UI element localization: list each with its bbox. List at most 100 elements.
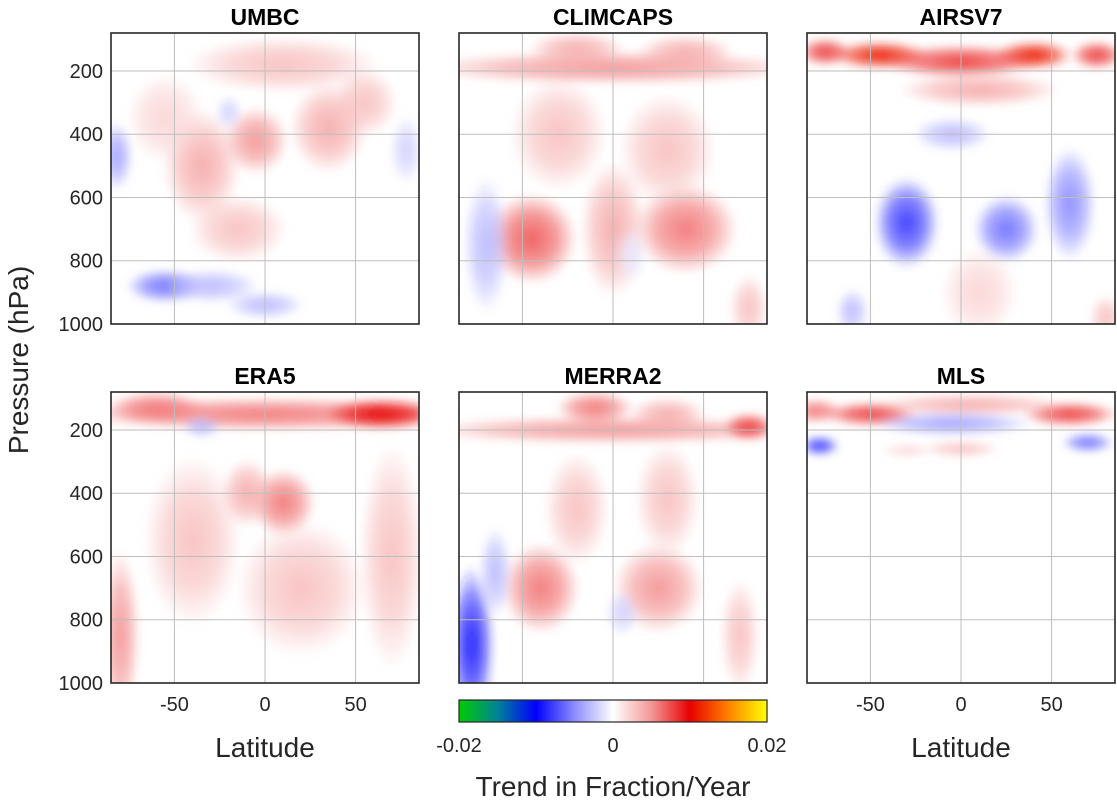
panel-mls: MLS -50 0 50 (806, 363, 1116, 716)
colorbar: -0.02 0 0.02 Trend in Fraction/Year (436, 699, 787, 801)
y-tick-label: 400 (70, 483, 103, 505)
colorbar-label: Trend in Fraction/Year (476, 771, 751, 801)
panel-climcaps: CLIMCAPS (458, 4, 768, 325)
trend-blob (463, 176, 510, 314)
panel-frame (458, 391, 768, 684)
panel-title: AIRSV7 (919, 4, 1002, 30)
trend-blob (807, 37, 852, 67)
panel-frame (806, 32, 1116, 325)
trend-blob (324, 398, 419, 431)
trend-blob (628, 397, 707, 432)
trend-blob (332, 68, 398, 137)
trend-blob (634, 442, 700, 557)
trend-blob (182, 415, 222, 439)
trend-blob (722, 412, 767, 442)
trend-blob (1061, 432, 1114, 453)
trend-blob (478, 526, 512, 618)
y-tick-label: 600 (70, 546, 103, 568)
trend-blob (835, 288, 869, 324)
colorbar-tick-label: -0.02 (436, 735, 482, 757)
grid (111, 33, 419, 324)
x-tick-label: 0 (955, 694, 966, 716)
panel-frame (110, 32, 420, 325)
trend-blob (605, 590, 639, 637)
grid (459, 392, 767, 683)
trend-blob (720, 578, 760, 683)
grid (807, 33, 1115, 324)
x-axis-title-right: Latitude (911, 732, 1011, 763)
trend-blob (807, 435, 840, 457)
x-axis-title-left: Latitude (215, 732, 315, 763)
trend-blob (633, 183, 738, 275)
panel-title: CLIMCAPS (553, 4, 673, 30)
trend-blob (161, 268, 260, 304)
panel-frame (110, 391, 420, 684)
x-tick-label: 50 (1040, 694, 1062, 716)
trend-blob (1043, 146, 1096, 261)
x-tick-label: 50 (344, 694, 366, 716)
y-tick-label: 200 (70, 61, 103, 83)
trend-blob (143, 455, 242, 627)
trend-blob (390, 115, 419, 185)
panel-title: UMBC (231, 4, 300, 30)
trend-blob (729, 274, 767, 324)
trend-blob (527, 33, 626, 66)
trend-blob (544, 452, 610, 566)
trend-field (111, 36, 419, 320)
trend-blob (126, 72, 205, 164)
panel-umbc: UMBC 200 400 600 800 1000 (59, 4, 420, 336)
trend-blob (555, 392, 635, 425)
trend-field (459, 33, 767, 324)
panel-title: MLS (937, 363, 986, 389)
grid (111, 392, 419, 683)
trend-blob (485, 193, 578, 285)
trend-blob (236, 519, 367, 657)
trend-blob (618, 93, 717, 207)
panel-title: ERA5 (234, 363, 296, 389)
x-tick-label: 0 (259, 694, 270, 716)
y-tick-label: 200 (70, 420, 103, 442)
panel-title: MERRA2 (564, 363, 661, 389)
trend-blob (807, 398, 843, 424)
colorbar-gradient (458, 699, 768, 723)
trend-blob (870, 411, 1034, 437)
x-tick-label: -50 (160, 694, 189, 716)
trend-blob (215, 94, 242, 130)
trend-blob (897, 72, 1061, 108)
y-tick-label: 800 (70, 251, 103, 273)
x-tick-label: -50 (856, 694, 885, 716)
colorbar-tick-label: 0.02 (748, 735, 787, 757)
y-tick-label: 800 (70, 610, 103, 632)
panel-airsv7: AIRSV7 (806, 4, 1116, 325)
panel-frame (806, 391, 1116, 684)
trend-blob (872, 393, 1068, 417)
trend-blob (939, 246, 1019, 324)
trend-blob (880, 443, 933, 458)
grid (807, 392, 1115, 683)
panel-era5: ERA5 200 400 600 800 1000 -50 0 50 (59, 363, 420, 716)
trend-blob (188, 194, 287, 264)
trend-blob (1070, 40, 1115, 70)
y-axis-title: Pressure (hPa) (3, 266, 34, 454)
trend-blob (1089, 294, 1115, 324)
grid (459, 33, 767, 324)
colorbar-tick-label: 0 (607, 735, 618, 757)
y-tick-label: 600 (70, 187, 103, 209)
trend-field (807, 393, 1115, 458)
trend-blob (111, 550, 140, 683)
trend-field (807, 37, 1115, 324)
panel-frame (458, 32, 768, 325)
trend-blob (111, 122, 133, 191)
panel-merra2: MERRA2 (458, 363, 768, 684)
trend-blob (501, 542, 580, 634)
trend-blob (614, 225, 648, 283)
trend-blob (185, 36, 381, 94)
y-axis-label: Pressure (hPa) (3, 266, 34, 454)
y-tick-label: 1000 (59, 673, 104, 695)
trend-blob (874, 177, 940, 269)
trend-blob (111, 392, 206, 425)
y-tick-label: 1000 (59, 314, 104, 336)
trend-blob (973, 194, 1039, 264)
trend-blob (636, 34, 735, 70)
